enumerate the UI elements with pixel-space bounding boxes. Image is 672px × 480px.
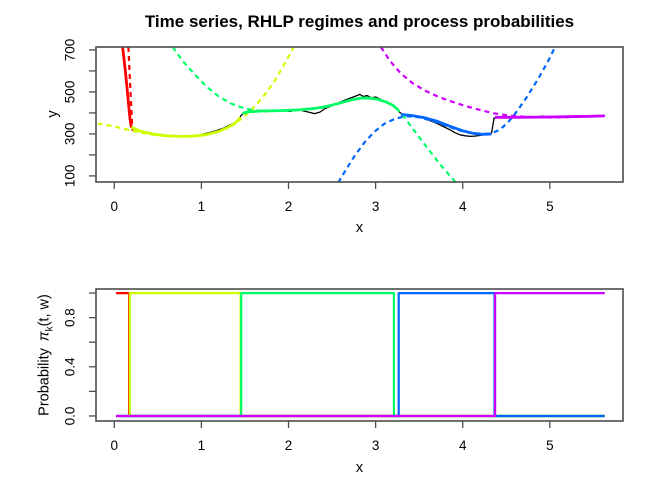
plot-box — [95, 288, 624, 422]
x-tick-label: 4 — [459, 438, 467, 453]
series-regime4-polynomial-dashed — [337, 47, 557, 182]
series-prob-regime2 — [116, 292, 605, 418]
y-tick-label: 0.0 — [63, 407, 78, 426]
bottom-y-axis-label: Probability πk(t, w) — [37, 294, 56, 416]
series-prob-regime5 — [116, 292, 605, 418]
ylabel-text: Probability — [36, 348, 53, 416]
bottom-x-axis-label: x — [355, 460, 364, 476]
ylabel-args: (t, w) — [36, 294, 53, 327]
series-regime5-polynomial-dashed — [379, 47, 605, 119]
x-tick-label: 2 — [285, 199, 293, 214]
series-regime5-mean — [495, 114, 605, 119]
x-tick-label: 5 — [546, 438, 554, 453]
x-tick-label: 1 — [198, 438, 206, 453]
x-tick-label: 0 — [111, 438, 119, 453]
y-tick-label: 300 — [63, 123, 78, 146]
chart-0: 0 1 2 3 4 5 100 300 500 700 — [63, 39, 624, 214]
series-group — [97, 47, 605, 182]
series-group — [116, 292, 605, 418]
x-tick-label: 1 — [198, 199, 206, 214]
chart-title: Time series, RHLP regimes and process pr… — [144, 12, 575, 31]
top-x-axis-label: x — [355, 220, 364, 236]
series-timeseries-data — [121, 47, 605, 138]
y-tick-label: 100 — [63, 165, 78, 188]
series-prob-regime1 — [116, 292, 605, 418]
chart-1: 0 1 2 3 4 5 0.0 0.4 0.8 — [63, 288, 624, 453]
series-prob-regime4 — [116, 292, 605, 418]
series-regime4-mean — [400, 113, 492, 136]
pi-symbol: π — [36, 331, 53, 342]
x-tick-label: 0 — [111, 199, 119, 214]
y-tick-label: 500 — [63, 81, 78, 104]
pi-subscript: k — [44, 326, 56, 332]
series-regime2-mean — [130, 116, 242, 138]
y-tick-label: 0.4 — [63, 357, 78, 376]
x-tick-label: 3 — [372, 199, 380, 214]
y-tick-label: 700 — [63, 39, 78, 62]
y-tick-label: 0.8 — [63, 308, 78, 327]
series-prob-regime3 — [116, 292, 605, 418]
x-tick-label: 5 — [546, 199, 554, 214]
series-regime1-mean — [121, 47, 133, 128]
top-y-axis-label: y — [45, 110, 61, 118]
series-regime1-polynomial-dashed — [127, 47, 134, 131]
x-tick-label: 3 — [372, 438, 380, 453]
x-tick-label: 4 — [459, 199, 467, 214]
x-tick-label: 2 — [285, 438, 293, 453]
plot-box — [95, 46, 624, 183]
series-regime3-mean — [241, 96, 400, 115]
